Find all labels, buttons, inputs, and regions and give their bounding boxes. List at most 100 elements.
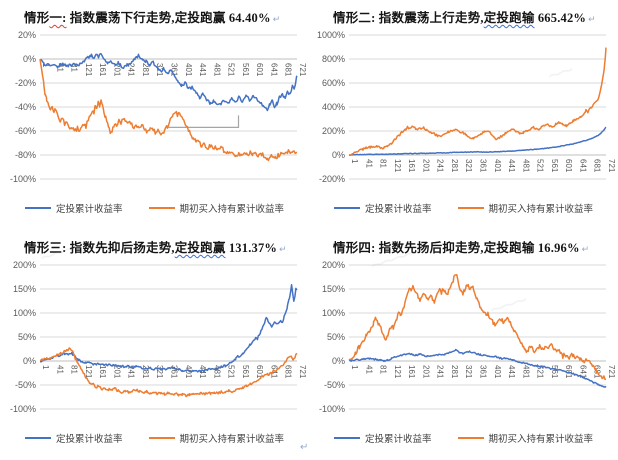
legend-label: 定投累计收益率	[55, 434, 123, 445]
svg-text:201: 201	[112, 63, 121, 77]
legend-item-hold: 期初买入持有累计收益率	[457, 201, 594, 215]
svg-text:-200%: -200%	[319, 174, 345, 184]
title-text: 指数震荡下行走势,定投跑赢 64.40%	[66, 11, 271, 25]
svg-text:200%: 200%	[322, 260, 345, 270]
svg-text:161: 161	[407, 365, 416, 379]
svg-text:20%: 20%	[18, 30, 36, 40]
title-text: 情形三: 指数先抑后扬走势,	[24, 241, 175, 255]
svg-text:1000%: 1000%	[317, 30, 345, 40]
svg-text:150%: 150%	[322, 284, 345, 294]
title-highlight: 一:	[49, 11, 67, 25]
svg-text:521: 521	[227, 63, 236, 77]
chart-legend: 定投累计收益率 期初买入持有累计收益率	[309, 201, 618, 215]
title-text: 情形二: 指数震荡上行走势,	[333, 11, 484, 25]
svg-text:561: 561	[241, 365, 250, 379]
svg-text:681: 681	[593, 159, 602, 173]
svg-text:241: 241	[127, 365, 136, 379]
title-text: 131.37%	[225, 241, 278, 255]
svg-text:681: 681	[284, 63, 293, 77]
title-highlight: 定投跑赢	[174, 241, 226, 255]
line-chart-scenario-2: -200% 0% 200% 400% 600% 800% 1000% 1 41 81 121 161 2…	[317, 30, 616, 184]
title-text: 情形四: 指数先扬后抑走势,定投跑输 16.96%	[333, 241, 580, 255]
svg-text:601: 601	[255, 63, 264, 77]
svg-text:201: 201	[421, 365, 430, 379]
svg-text:721: 721	[607, 365, 616, 379]
legend-item-dca: 定投累计收益率	[333, 201, 432, 215]
svg-text:641: 641	[269, 365, 278, 379]
svg-text:0%: 0%	[23, 54, 36, 64]
legend-item-hold: 期初买入持有累计收益率	[148, 201, 285, 215]
legend-line-blue-icon	[333, 437, 360, 439]
svg-text:481: 481	[521, 365, 530, 379]
svg-text:161: 161	[407, 159, 416, 173]
svg-text:81: 81	[70, 63, 79, 72]
svg-text:281: 281	[141, 365, 150, 379]
svg-text:361: 361	[479, 365, 488, 379]
svg-text:601: 601	[255, 365, 264, 379]
svg-text:441: 441	[507, 365, 516, 379]
svg-text:441: 441	[198, 365, 207, 379]
legend-line-blue-icon	[24, 437, 51, 439]
svg-text:0%: 0%	[332, 150, 345, 160]
svg-text:121: 121	[393, 365, 402, 379]
legend-item-dca: 定投累计收益率	[24, 201, 123, 215]
legend-item-dca: 定投累计收益率	[24, 431, 123, 445]
svg-text:41: 41	[55, 63, 64, 72]
svg-text:1: 1	[350, 159, 359, 164]
chart-title-scenario-1: 情形一: 指数震荡下行走势,定投跑赢 64.40% ↵	[24, 7, 309, 26]
svg-text:-100%: -100%	[10, 404, 36, 414]
svg-text:400%: 400%	[322, 102, 345, 112]
svg-text:241: 241	[436, 365, 445, 379]
chart-legend: 定投累计收益率 期初买入持有累计收益率	[309, 431, 618, 445]
svg-text:601: 601	[564, 159, 573, 173]
svg-text:321: 321	[155, 365, 164, 379]
legend-line-orange-icon	[457, 207, 484, 209]
svg-text:100%: 100%	[322, 308, 345, 318]
svg-text:-80%: -80%	[15, 150, 36, 160]
svg-text:150%: 150%	[13, 284, 36, 294]
svg-text:521: 521	[536, 365, 545, 379]
svg-text:361: 361	[170, 365, 179, 379]
svg-text:361: 361	[479, 159, 488, 173]
svg-text:361: 361	[170, 63, 179, 77]
svg-text:201: 201	[421, 159, 430, 173]
svg-text:-20%: -20%	[15, 78, 36, 88]
svg-text:800%: 800%	[322, 54, 345, 64]
svg-text:321: 321	[464, 365, 473, 379]
panel-scenario-2: 情形二: 指数震荡上行走势,定投跑输 665.42% ↵ -200% 0% 200% 4…	[309, 0, 618, 230]
svg-text:200%: 200%	[322, 126, 345, 136]
panel-scenario-1: 情形一: 指数震荡下行走势,定投跑赢 64.40% ↵ -100% -80% -60%…	[0, 0, 309, 230]
legend-line-orange-icon	[148, 437, 175, 439]
legend-label: 定投累计收益率	[364, 204, 432, 215]
svg-text:521: 521	[536, 159, 545, 173]
svg-text:1: 1	[41, 365, 50, 370]
paragraph-mark-icon: ↵	[272, 14, 281, 24]
svg-text:81: 81	[70, 365, 79, 374]
legend-line-orange-icon	[457, 437, 484, 439]
svg-text:561: 561	[550, 365, 559, 379]
svg-text:50%: 50%	[327, 332, 345, 342]
svg-text:481: 481	[212, 63, 221, 77]
svg-text:321: 321	[464, 159, 473, 173]
chart-title-scenario-4: 情形四: 指数先扬后抑走势,定投跑输 16.96% ↵	[333, 237, 618, 256]
svg-text:121: 121	[84, 63, 93, 77]
legend-item-dca: 定投累计收益率	[333, 431, 432, 445]
svg-text:401: 401	[184, 63, 193, 77]
svg-text:41: 41	[55, 365, 64, 374]
panel-scenario-3: 情形三: 指数先抑后扬走势,定投跑赢 131.37% ↵ -100% -50% 0% 5…	[0, 230, 309, 460]
svg-text:281: 281	[450, 159, 459, 173]
svg-text:-100%: -100%	[10, 174, 36, 184]
svg-text:121: 121	[393, 159, 402, 173]
svg-text:121: 121	[84, 365, 93, 379]
svg-text:721: 721	[298, 63, 307, 77]
svg-text:641: 641	[578, 159, 587, 173]
chart-legend: 定投累计收益率 期初买入持有累计收益率	[0, 431, 309, 445]
legend-line-orange-icon	[148, 207, 175, 209]
legend-label: 期初买入持有累计收益率	[488, 204, 594, 215]
svg-text:441: 441	[507, 159, 516, 173]
svg-text:401: 401	[493, 365, 502, 379]
svg-text:41: 41	[364, 365, 373, 374]
legend-label: 期初买入持有累计收益率	[179, 204, 285, 215]
svg-text:100%: 100%	[13, 308, 36, 318]
